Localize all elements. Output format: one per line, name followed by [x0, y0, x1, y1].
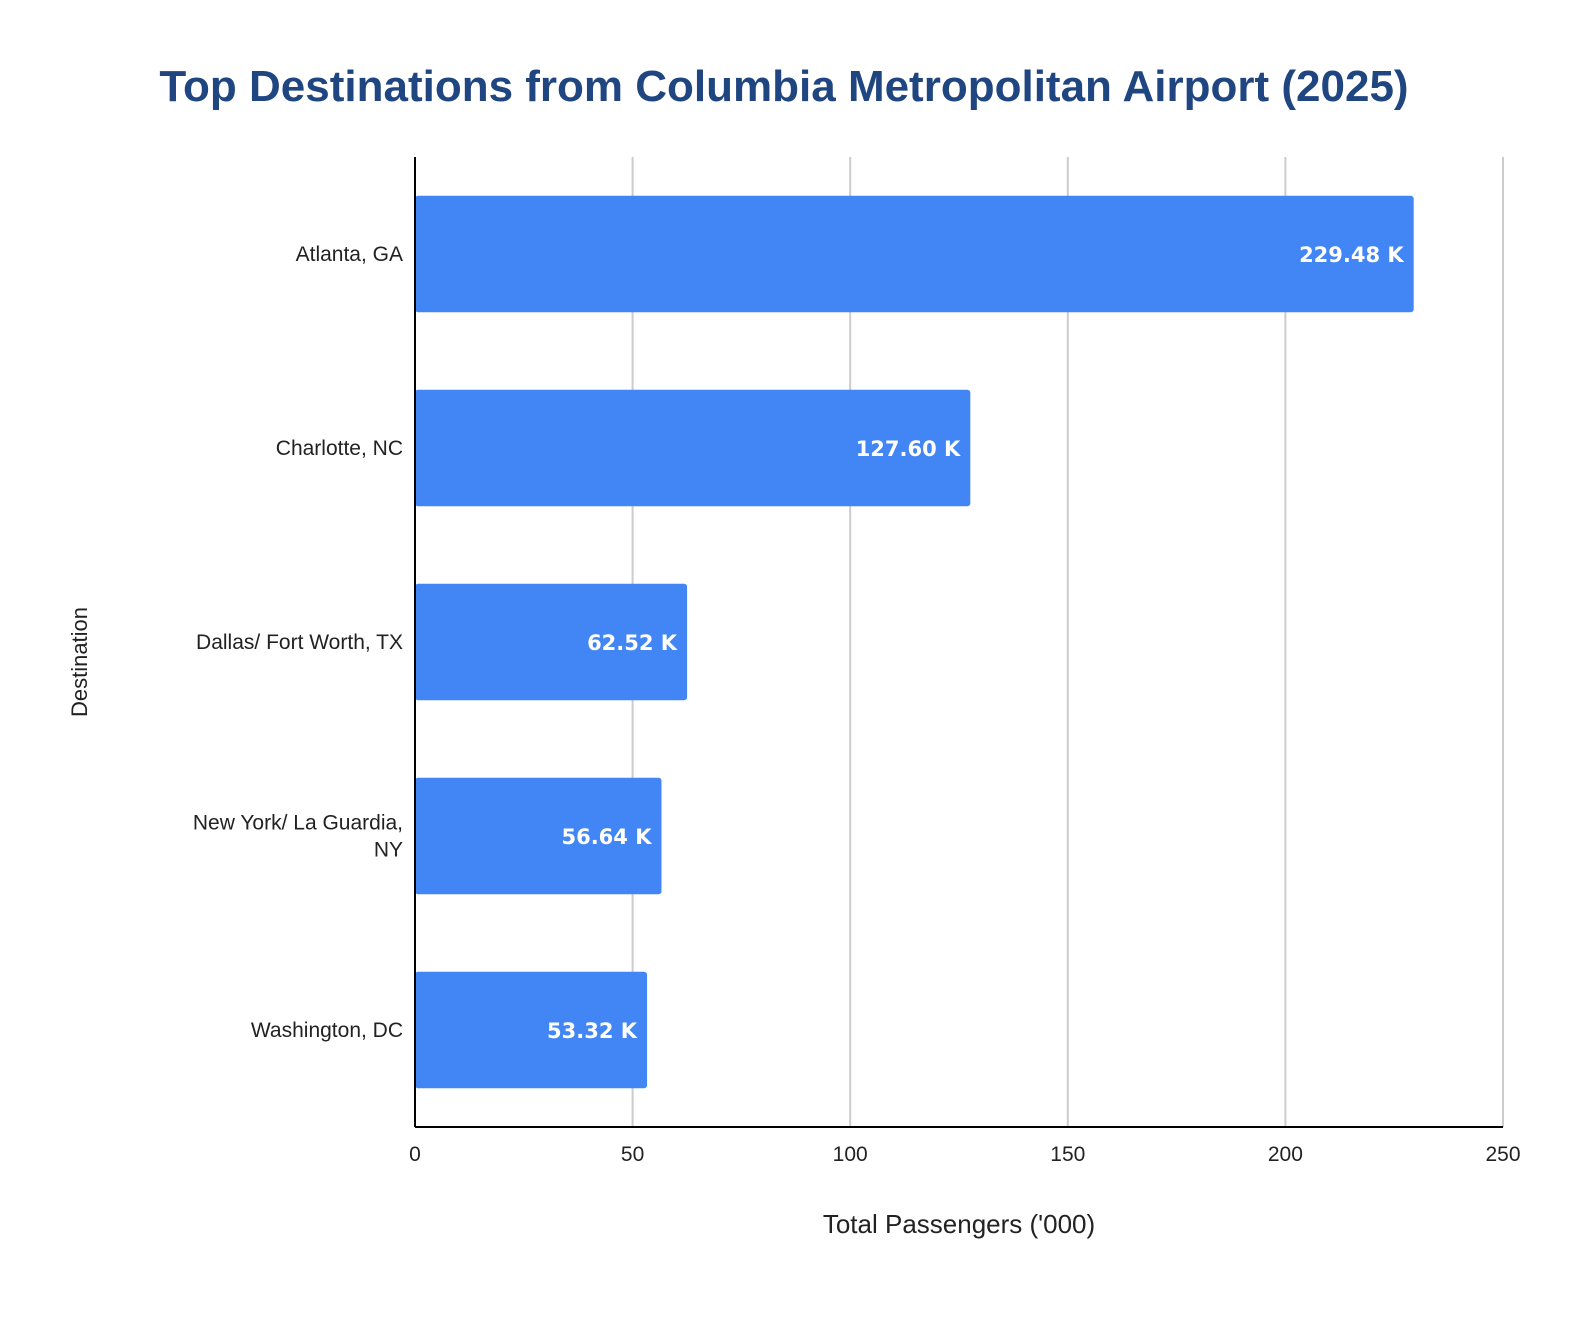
category-label: Atlanta, GA — [296, 243, 403, 266]
x-tick-label: 200 — [1268, 1143, 1303, 1166]
chart-title: Top Destinations from Columbia Metropoli… — [159, 62, 1409, 111]
bar — [415, 971, 648, 1089]
x-tick-label: 100 — [833, 1143, 868, 1166]
bar — [415, 389, 971, 507]
category-label: Washington, DC — [251, 1019, 403, 1042]
data-label: 127.60 K — [856, 437, 961, 461]
bar — [415, 583, 688, 701]
x-tick-labels: 0 50 100 150 200 250 — [409, 1143, 1520, 1166]
grid-lines — [631, 157, 1504, 1127]
category-labels: Atlanta, GA Charlotte, NC Dallas/ Fort Wor… — [193, 243, 403, 1042]
data-label: 53.32 K — [547, 1019, 638, 1043]
bar — [415, 777, 662, 895]
x-tick-label: 50 — [621, 1143, 644, 1166]
data-label: 62.52 K — [587, 631, 678, 655]
x-tick-label: 250 — [1485, 1143, 1520, 1166]
x-axis-title: Total Passengers ('000) — [823, 1209, 1095, 1239]
data-label: 56.64 K — [561, 825, 652, 849]
bars — [415, 195, 1414, 1089]
category-label: Dallas/ Fort Worth, TX — [196, 631, 403, 654]
bar — [415, 195, 1414, 313]
category-label: Charlotte, NC — [276, 437, 403, 460]
x-tick-label: 0 — [409, 1143, 421, 1166]
y-axis-title: Destination — [67, 607, 92, 717]
x-tick-label: 150 — [1050, 1143, 1085, 1166]
category-label: NY — [374, 839, 403, 862]
category-label: New York/ La Guardia, — [193, 812, 403, 835]
data-label: 229.48 K — [1299, 243, 1404, 267]
data-labels: 229.48 K 127.60 K 62.52 K 56.64 K 53.32 K — [547, 243, 1404, 1043]
